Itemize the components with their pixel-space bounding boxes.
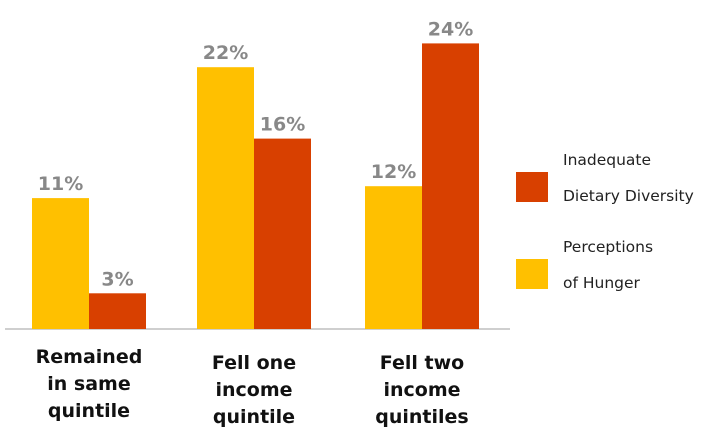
data-label: 11%: [38, 173, 83, 195]
data-label: 24%: [428, 18, 473, 40]
legend-label: Dietary Diversity: [563, 187, 694, 205]
legend-label: Inadequate: [563, 151, 651, 169]
bar-diversity-3: [422, 43, 479, 330]
category-label: quintiles: [375, 406, 468, 428]
data-label: 16%: [260, 114, 305, 136]
category-label: in same: [47, 373, 130, 395]
legend-swatch-diversity: [516, 172, 548, 202]
category-label: quintile: [213, 406, 295, 428]
category-label: income: [383, 379, 460, 401]
data-label: 22%: [203, 42, 248, 64]
category-label: Remained: [36, 346, 143, 368]
data-label: 12%: [371, 161, 416, 183]
legend-label: Perceptions: [563, 238, 653, 256]
category-label: Fell two: [380, 352, 464, 374]
bar-hunger-3: [365, 186, 422, 329]
category-label: income: [215, 379, 292, 401]
bar-diversity-2: [254, 138, 311, 329]
category-label: Fell one: [212, 352, 296, 374]
bar-diversity-1: [89, 293, 146, 329]
data-label: 3%: [101, 268, 133, 290]
category-label: quintile: [48, 400, 130, 422]
legend-swatch-hunger: [516, 259, 548, 289]
legend-label: of Hunger: [563, 274, 641, 292]
bar-hunger-2: [197, 67, 254, 329]
bar-hunger-1: [32, 198, 89, 329]
